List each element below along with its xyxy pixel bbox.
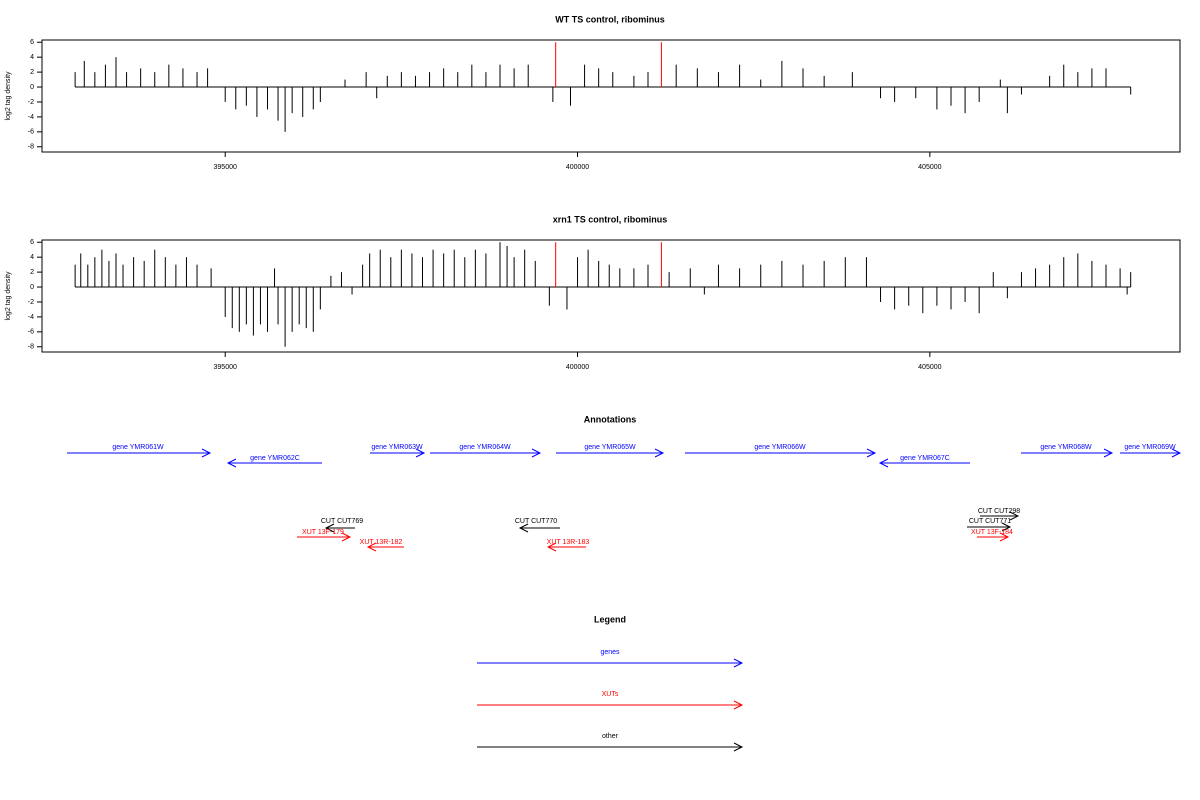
feature-label: gene YMR069W (1124, 444, 1176, 451)
y-tick-label: 0 (30, 84, 34, 91)
feature-arrow-head (226, 458, 237, 468)
feature-arrow-head (546, 542, 557, 552)
feature-arrow-head (1103, 448, 1114, 458)
feature-label: gene YMR068W (1040, 444, 1092, 451)
x-tick-label: 400000 (566, 164, 589, 171)
chart-title: xrn1 TS control, ribominus (553, 214, 668, 224)
chart-title: WT TS control, ribominus (555, 14, 665, 24)
feature-label: CUT CUT770 (515, 518, 557, 525)
legend-arrow-head (733, 700, 744, 710)
feature-label: XUT 13R-183 (547, 539, 590, 546)
feature-arrow-head (1009, 511, 1020, 521)
feature-label: gene YMR066W (754, 444, 806, 451)
feature-arrow-head (415, 448, 426, 458)
feature-label: CUT CUT298 (978, 508, 1020, 515)
y-tick-label: 0 (30, 284, 34, 291)
y-tick-label: 2 (30, 269, 34, 276)
feature-arrow-head (999, 532, 1010, 542)
feature-label: CUT CUT769 (321, 518, 363, 525)
y-tick-label: 4 (30, 54, 34, 61)
feature-label: gene YMR062C (250, 455, 300, 462)
y-tick-label: -2 (28, 299, 34, 306)
legend-title: Legend (594, 614, 626, 624)
x-tick-label: 395000 (214, 364, 237, 371)
feature-arrow-head (341, 532, 352, 542)
feature-arrow-head (201, 448, 212, 458)
plot-frame (41, 39, 1181, 153)
feature-arrow-head (366, 542, 377, 552)
legend-arrow-head (733, 658, 744, 668)
y-tick-label: -8 (28, 344, 34, 351)
y-axis-label: log2 tag density (5, 71, 12, 121)
y-tick-label: -8 (28, 144, 34, 151)
legend-label: XUTs (602, 691, 619, 698)
legend-label: other (602, 733, 619, 740)
feature-label: gene YMR061W (112, 444, 164, 451)
feature-arrow-head (878, 458, 889, 468)
feature-arrow-head (654, 448, 665, 458)
feature-arrow-head (1001, 522, 1012, 532)
y-tick-label: -6 (28, 129, 34, 136)
y-tick-label: 4 (30, 254, 34, 261)
legend-arrow-head (733, 742, 744, 752)
feature-arrow-head (518, 523, 529, 533)
x-tick-label: 405000 (918, 364, 941, 371)
y-tick-label: -2 (28, 99, 34, 106)
feature-arrow-head (1171, 448, 1182, 458)
x-tick-label: 400000 (566, 364, 589, 371)
x-tick-label: 405000 (918, 164, 941, 171)
legend-label: genes (600, 649, 620, 656)
feature-label: gene YMR063W (371, 444, 423, 451)
feature-label: XUT 13R-182 (360, 539, 403, 546)
feature-label: XUT 13F-179 (302, 529, 344, 536)
y-tick-label: -4 (28, 114, 34, 121)
feature-arrow-head (866, 448, 877, 458)
y-tick-label: 6 (30, 239, 34, 246)
y-tick-label: 2 (30, 69, 34, 76)
y-tick-label: -4 (28, 314, 34, 321)
plot-frame (41, 239, 1181, 353)
feature-label: gene YMR065W (584, 444, 636, 451)
feature-arrow-head (324, 523, 335, 533)
feature-label: CUT CUT771 (969, 518, 1011, 525)
y-tick-label: -6 (28, 329, 34, 336)
feature-label: gene YMR064W (459, 444, 511, 451)
x-tick-label: 395000 (214, 164, 237, 171)
feature-arrow-head (531, 448, 542, 458)
y-axis-label: log2 tag density (5, 271, 12, 321)
feature-label: XUT 13F-184 (971, 529, 1013, 536)
y-tick-label: 6 (30, 39, 34, 46)
annotations-title: Annotations (584, 414, 637, 424)
feature-label: gene YMR067C (900, 455, 950, 462)
